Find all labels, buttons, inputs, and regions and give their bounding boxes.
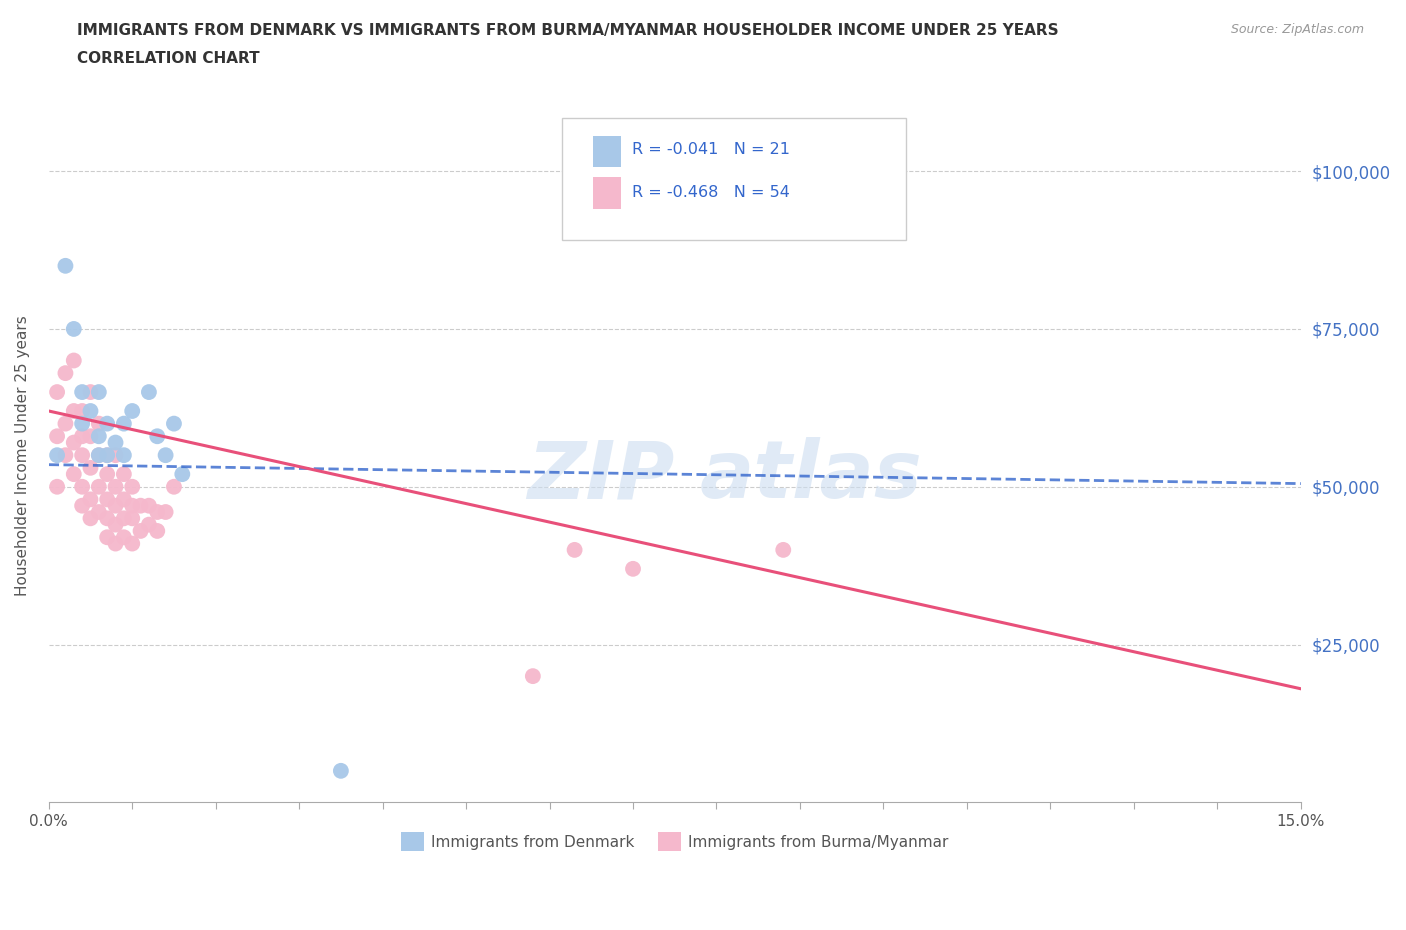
Point xyxy=(62,322,84,337)
Point xyxy=(146,505,169,520)
Point xyxy=(79,429,101,444)
Point xyxy=(96,492,118,507)
Point xyxy=(70,417,93,432)
Point xyxy=(46,385,69,400)
Point xyxy=(163,417,186,432)
Point xyxy=(155,447,177,462)
Point xyxy=(564,542,586,557)
Text: R = -0.041   N = 21: R = -0.041 N = 21 xyxy=(633,142,790,157)
Point xyxy=(172,467,194,482)
Point xyxy=(121,404,143,418)
Point xyxy=(79,460,101,475)
Point xyxy=(79,511,101,525)
Point xyxy=(55,417,77,432)
Point xyxy=(104,447,127,462)
Point xyxy=(70,447,93,462)
Point xyxy=(87,417,110,432)
Point xyxy=(121,498,143,513)
Legend: Immigrants from Denmark, Immigrants from Burma/Myanmar: Immigrants from Denmark, Immigrants from… xyxy=(395,827,955,857)
Point xyxy=(129,524,152,538)
Point xyxy=(79,385,101,400)
Point xyxy=(329,764,352,778)
Point xyxy=(138,517,160,532)
Point xyxy=(112,417,135,432)
Point xyxy=(79,404,101,418)
Point xyxy=(96,530,118,545)
Bar xyxy=(593,178,621,208)
Point xyxy=(62,467,84,482)
Point xyxy=(112,447,135,462)
Point xyxy=(70,479,93,494)
Point xyxy=(96,417,118,432)
Point xyxy=(112,530,135,545)
Point xyxy=(138,498,160,513)
Point xyxy=(621,562,644,577)
Bar xyxy=(593,136,621,167)
Point xyxy=(155,505,177,520)
Point xyxy=(46,429,69,444)
Point xyxy=(104,517,127,532)
Point xyxy=(70,385,93,400)
Point xyxy=(772,542,794,557)
Point xyxy=(104,498,127,513)
Point xyxy=(62,353,84,368)
Point xyxy=(121,536,143,551)
Point xyxy=(96,467,118,482)
Point xyxy=(55,365,77,380)
Point xyxy=(96,511,118,525)
Point xyxy=(104,435,127,450)
Point xyxy=(87,479,110,494)
Point xyxy=(146,429,169,444)
Point xyxy=(112,467,135,482)
Point xyxy=(70,498,93,513)
Point xyxy=(79,492,101,507)
Point xyxy=(87,385,110,400)
Point xyxy=(55,447,77,462)
Point xyxy=(121,511,143,525)
Point xyxy=(87,447,110,462)
Y-axis label: Householder Income Under 25 years: Householder Income Under 25 years xyxy=(15,315,30,595)
Point xyxy=(70,404,93,418)
Point xyxy=(96,447,118,462)
Point xyxy=(70,429,93,444)
Point xyxy=(112,511,135,525)
Point xyxy=(163,479,186,494)
Point xyxy=(55,259,77,273)
Point xyxy=(62,404,84,418)
Point xyxy=(121,479,143,494)
Point xyxy=(46,479,69,494)
Text: atlas: atlas xyxy=(700,437,922,515)
Point xyxy=(62,435,84,450)
Point xyxy=(87,505,110,520)
Point xyxy=(104,479,127,494)
Text: R = -0.468   N = 54: R = -0.468 N = 54 xyxy=(633,185,790,200)
Text: IMMIGRANTS FROM DENMARK VS IMMIGRANTS FROM BURMA/MYANMAR HOUSEHOLDER INCOME UNDE: IMMIGRANTS FROM DENMARK VS IMMIGRANTS FR… xyxy=(77,23,1059,38)
Point xyxy=(112,492,135,507)
Point xyxy=(46,447,69,462)
Point xyxy=(96,447,118,462)
Text: CORRELATION CHART: CORRELATION CHART xyxy=(77,51,260,66)
Point xyxy=(129,498,152,513)
Point xyxy=(146,524,169,538)
Text: Source: ZipAtlas.com: Source: ZipAtlas.com xyxy=(1230,23,1364,36)
Point xyxy=(87,447,110,462)
FancyBboxPatch shape xyxy=(562,118,907,240)
Point xyxy=(87,429,110,444)
Text: ZIP: ZIP xyxy=(527,437,675,515)
Point xyxy=(522,669,544,684)
Point xyxy=(138,385,160,400)
Point xyxy=(104,536,127,551)
